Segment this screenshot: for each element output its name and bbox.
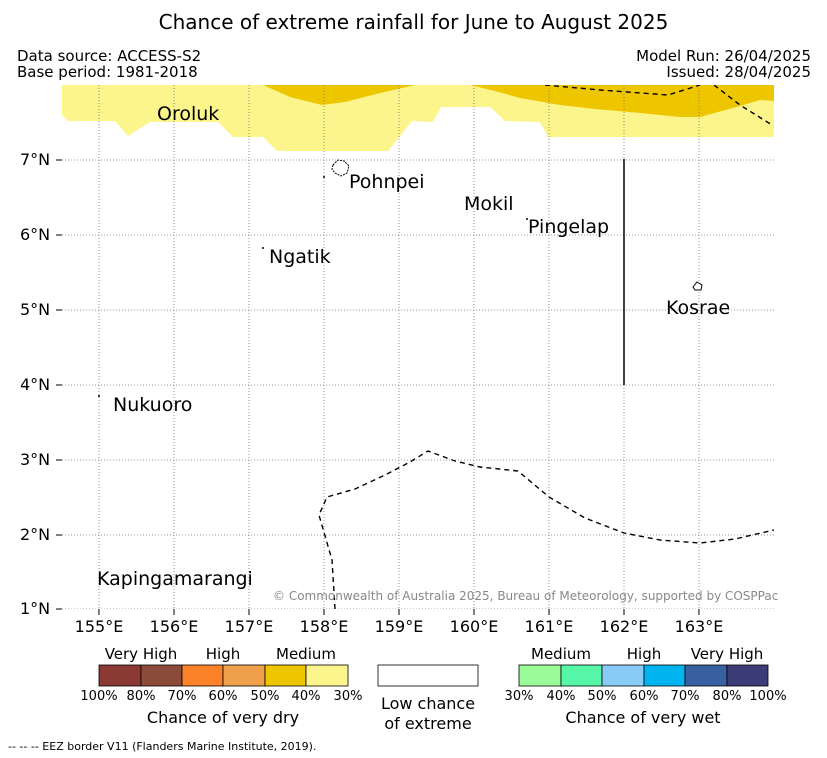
low-chance-swatch: [377, 664, 479, 687]
dry-swatch-50-40: [264, 664, 307, 687]
axis-ticks: [56, 159, 700, 615]
y-tick-label: 5°N: [20, 300, 51, 319]
x-tick-label: 159°E: [374, 617, 424, 636]
x-tick-label: 158°E: [299, 617, 349, 636]
dry-category-very-high: Very High: [104, 645, 178, 663]
nukuoro-atoll: [98, 395, 100, 397]
map-plot-area: [62, 85, 774, 609]
eez-border-lines: [318, 85, 774, 609]
dry-tick-label: 60%: [208, 689, 238, 704]
pohnpei-islet: [323, 176, 325, 178]
wet-tick-label: 100%: [749, 689, 787, 704]
dry-tick-label: 40%: [291, 689, 321, 704]
issued-date: Issued: 28/04/2025: [666, 63, 811, 81]
low-chance-label-line2: of extreme: [384, 714, 472, 733]
wet-category-high: High: [626, 645, 662, 663]
dry-swatch-70-60: [181, 664, 224, 687]
wet-colorbar: [518, 664, 769, 687]
dry-swatch-80-70: [140, 664, 183, 687]
pohnpei-island: [331, 159, 350, 177]
dry-colorbar: [98, 664, 349, 687]
kosrae-island: [692, 281, 703, 291]
wet-swatch-80-100: [726, 664, 769, 687]
dry-tick-label: 100%: [80, 689, 118, 704]
low-chance-label: Low chance: [380, 694, 476, 713]
wet-tick-label: 50%: [587, 689, 617, 704]
y-tick-label: 4°N: [20, 375, 51, 394]
dry-category-medium: Medium: [276, 645, 336, 663]
wet-swatch-40-50: [560, 664, 603, 687]
place-label-mokil: Mokil: [464, 193, 514, 215]
wet-tick-label: 70%: [670, 689, 700, 704]
x-tick-label: 161°E: [524, 617, 574, 636]
place-label-oroluk: Oroluk: [157, 103, 220, 125]
wet-swatch-60-70: [643, 664, 686, 687]
dry-tick-label: 50%: [250, 689, 280, 704]
dry-swatch-100-80: [98, 664, 142, 687]
place-label-pohnpei: Pohnpei: [349, 171, 425, 193]
wet-swatch-50-60: [601, 664, 645, 687]
wet-tick-label: 80%: [712, 689, 742, 704]
x-tick-label: 155°E: [74, 617, 124, 636]
wet-tick-label: 60%: [629, 689, 659, 704]
model-run: Model Run: 26/04/2025: [636, 47, 811, 65]
wet-category-very-high: Very High: [690, 645, 764, 663]
eez-footnote: -- -- -- EEZ border V11 (Flanders Marine…: [8, 740, 317, 753]
x-tick-label: 162°E: [599, 617, 649, 636]
dry-legend-title: Chance of very dry: [146, 708, 300, 727]
y-tick-label: 6°N: [20, 225, 51, 244]
copyright-notice: © Commonwealth of Australia 2025, Bureau…: [273, 589, 779, 603]
dry-swatch-60-50: [222, 664, 266, 687]
base-period: Base period: 1981-2018: [17, 63, 198, 81]
place-label-pingelap: Pingelap: [528, 216, 610, 238]
x-tick-label: 160°E: [449, 617, 499, 636]
mokil-atoll: [526, 218, 528, 220]
place-label-kosrae: Kosrae: [666, 297, 731, 319]
place-label-kapingamarangi: Kapingamarangi: [97, 568, 253, 590]
dry-tick-label: 30%: [333, 689, 363, 704]
map-gridlines: [62, 85, 774, 609]
wet-tick-label: 40%: [546, 689, 576, 704]
map-title: Chance of extreme rainfall for June to A…: [158, 10, 669, 34]
dry-medium-40-50-region: [470, 85, 774, 117]
y-tick-label: 2°N: [20, 525, 51, 544]
x-tick-label: 156°E: [149, 617, 199, 636]
y-tick-label: 7°N: [20, 150, 51, 169]
wet-tick-label: 30%: [504, 689, 534, 704]
dry-tick-label: 80%: [126, 689, 156, 704]
x-tick-label: 163°E: [674, 617, 724, 636]
place-label-nukuoro: Nukuoro: [113, 394, 193, 416]
data-source: Data source: ACCESS-S2: [17, 47, 202, 65]
wet-swatch-70-80: [684, 664, 728, 687]
dry-medium-40-50-region: [263, 85, 415, 105]
x-tick-label: 157°E: [224, 617, 274, 636]
ngatik-atoll: [262, 247, 264, 249]
place-label-ngatik: Ngatik: [269, 246, 331, 268]
dry-swatch-40-30: [305, 664, 349, 687]
dry-category-high: High: [205, 645, 241, 663]
wet-category-medium: Medium: [531, 645, 591, 663]
y-tick-label: 1°N: [20, 599, 51, 618]
y-tick-label: 3°N: [20, 450, 51, 469]
wet-legend-title: Chance of very wet: [565, 708, 721, 727]
dry-tick-label: 70%: [167, 689, 197, 704]
wet-swatch-30-40: [518, 664, 562, 687]
